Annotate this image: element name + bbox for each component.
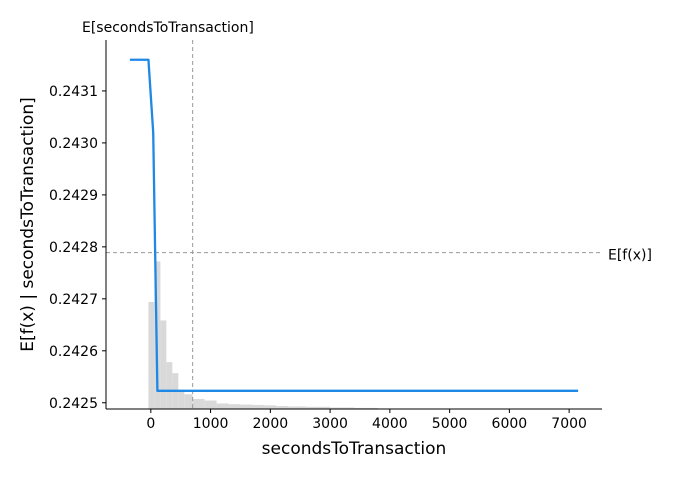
histogram-bar	[264, 405, 277, 409]
y-tick-label: 0.2426	[49, 344, 98, 360]
histogram-bar	[216, 403, 229, 409]
y-tick-label: 0.2430	[49, 136, 98, 152]
histogram-bar	[166, 362, 173, 409]
x-tick-label: 6000	[492, 416, 528, 432]
histogram-bar	[228, 404, 241, 409]
partial-dependence-line	[129, 58, 579, 392]
y-ticks-layer: 0.2425 0.2426 0.2427 0.2428 0.2429 0.2430 0.24…	[49, 84, 106, 412]
x-tick-label: 2000	[253, 416, 289, 432]
histogram-bar	[160, 320, 167, 409]
x-axis-label: secondsToTransaction	[262, 439, 447, 459]
histogram-bar	[178, 390, 185, 409]
histogram-bar	[252, 404, 265, 409]
series-layer	[129, 58, 579, 392]
horizontal-reference-label: E[f(x)]	[608, 248, 652, 264]
y-tick-label: 0.2428	[49, 240, 98, 256]
histogram-bar	[148, 301, 155, 409]
x-tick-label: 5000	[432, 416, 468, 432]
x-tick-label: 4000	[372, 416, 408, 432]
y-tick-label: 0.2429	[49, 188, 98, 204]
x-tick-label: 7000	[551, 416, 587, 432]
vertical-reference-label: E[secondsToTransaction]	[82, 20, 254, 36]
y-tick-label: 0.2431	[49, 84, 98, 100]
histogram-bar	[240, 404, 253, 409]
axes-layer	[105, 40, 602, 410]
histogram-bar	[276, 406, 289, 409]
histogram-bar	[204, 400, 217, 409]
histogram-bar	[192, 399, 205, 409]
histogram-bar	[306, 406, 331, 409]
reference-lines-layer	[106, 40, 602, 409]
histogram-bar	[288, 406, 307, 409]
histogram-bar	[354, 407, 378, 409]
y-axis-label: E[f(x) | secondsToTransaction]	[18, 97, 38, 352]
histogram-bar	[330, 407, 354, 409]
x-tick-label: 3000	[312, 416, 348, 432]
histogram-layer	[148, 261, 378, 409]
x-tick-label: 0	[146, 416, 155, 432]
x-tick-label: 1000	[193, 416, 229, 432]
y-tick-label: 0.2427	[49, 292, 98, 308]
y-tick-label: 0.2425	[49, 396, 98, 412]
histogram-bar	[184, 394, 193, 409]
x-ticks-layer: 0 1000 2000 3000 4000 5000 6000 7000	[146, 409, 587, 432]
